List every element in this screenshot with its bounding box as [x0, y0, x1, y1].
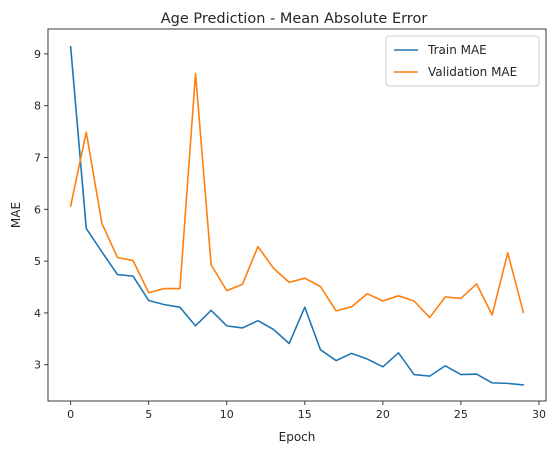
legend-box — [385, 35, 540, 87]
x-tick-label: 15 — [298, 408, 312, 421]
y-tick-label: 9 — [34, 48, 41, 61]
plot-area — [47, 28, 547, 402]
y-tick-label: 4 — [34, 307, 41, 320]
legend-label-train-mae: Train MAE — [427, 43, 487, 57]
y-tick-label: 6 — [34, 203, 41, 216]
x-tick-label: 25 — [454, 408, 468, 421]
legend: Train MAE Validation MAE — [385, 35, 540, 87]
series-layer — [69, 45, 525, 386]
x-tick-label: 20 — [376, 408, 390, 421]
y-tick-label: 7 — [34, 151, 41, 164]
x-axis: 0 5 10 15 20 25 30 — [67, 401, 546, 421]
x-axis-label: Epoch — [279, 430, 316, 444]
legend-label-validation-mae: Validation MAE — [428, 65, 517, 79]
x-tick-label: 0 — [67, 408, 74, 421]
x-tick-label: 10 — [220, 408, 234, 421]
x-tick-label: 5 — [145, 408, 152, 421]
chart-title: Age Prediction - Mean Absolute Error — [161, 11, 428, 27]
y-tick-label: 5 — [34, 255, 41, 268]
series-line-train-mae — [69, 45, 525, 386]
y-axis-label: MAE — [9, 202, 23, 228]
y-axis: 3 4 5 6 7 8 9 — [34, 48, 48, 372]
x-tick-label: 30 — [532, 408, 546, 421]
y-tick-label: 3 — [34, 359, 41, 372]
axes-frame — [47, 28, 547, 402]
series-line-validation-mae — [69, 72, 525, 319]
y-tick-label: 8 — [34, 100, 41, 113]
